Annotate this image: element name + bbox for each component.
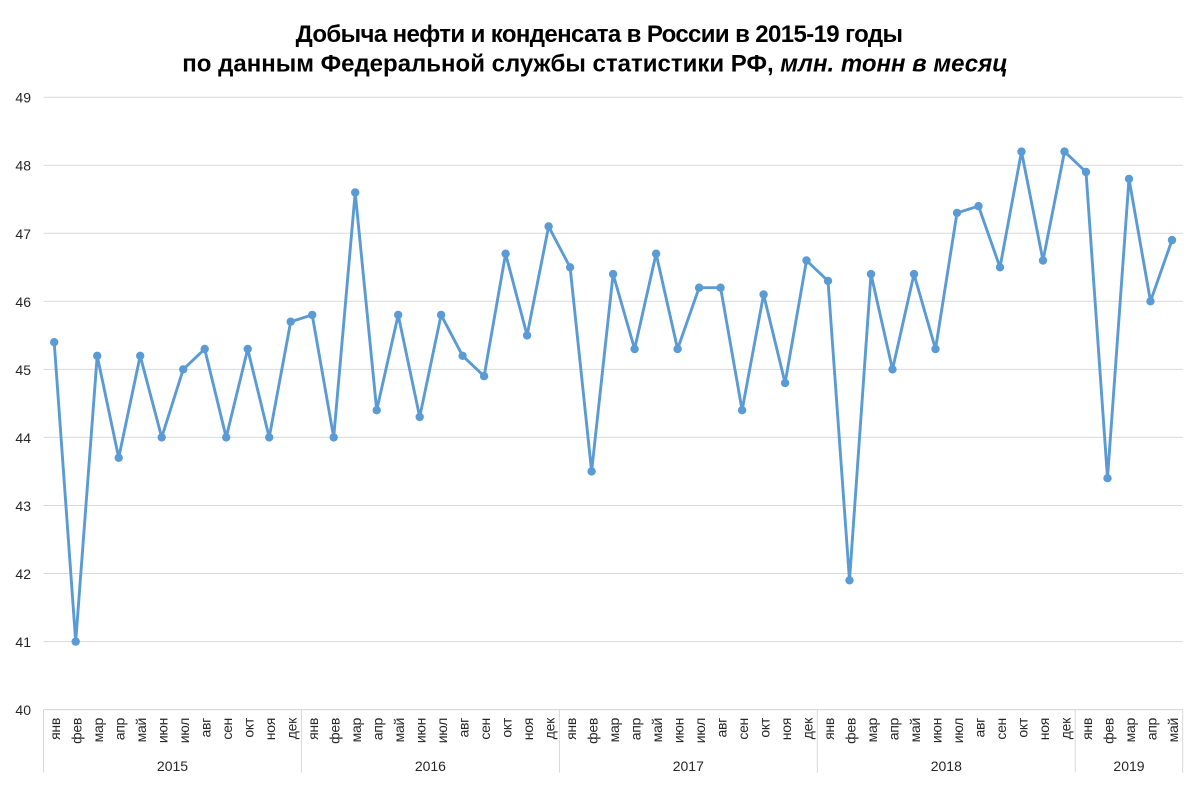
svg-text:дек: дек bbox=[1058, 717, 1074, 739]
svg-text:ноя: ноя bbox=[520, 718, 536, 740]
svg-text:апр: апр bbox=[886, 717, 902, 740]
svg-text:41: 41 bbox=[15, 634, 31, 650]
svg-text:мар: мар bbox=[90, 718, 106, 743]
svg-text:сен: сен bbox=[219, 718, 235, 740]
svg-text:июл: июл bbox=[176, 718, 192, 743]
svg-text:май: май bbox=[649, 718, 665, 742]
svg-text:фев: фев bbox=[69, 718, 85, 744]
svg-text:сен: сен bbox=[477, 718, 493, 740]
svg-text:апр: апр bbox=[628, 717, 644, 740]
svg-text:окт: окт bbox=[241, 717, 257, 737]
svg-text:окт: окт bbox=[499, 717, 515, 737]
svg-text:апр: апр bbox=[1144, 717, 1160, 740]
svg-text:48: 48 bbox=[15, 158, 31, 174]
svg-text:июл: июл bbox=[692, 718, 708, 743]
svg-text:янв: янв bbox=[47, 718, 63, 740]
svg-text:мар: мар bbox=[348, 718, 364, 743]
svg-text:2018: 2018 bbox=[931, 758, 962, 774]
svg-text:дек: дек bbox=[284, 717, 300, 739]
svg-text:авг: авг bbox=[714, 718, 730, 738]
svg-text:июн: июн bbox=[929, 718, 945, 743]
svg-text:окт: окт bbox=[757, 717, 773, 737]
svg-text:сен: сен bbox=[735, 718, 751, 740]
svg-text:44: 44 bbox=[15, 430, 31, 446]
svg-text:июн: июн bbox=[413, 718, 429, 743]
svg-text:янв: янв bbox=[1079, 718, 1095, 740]
svg-text:янв: янв bbox=[563, 718, 579, 740]
svg-text:июн: июн bbox=[671, 718, 687, 743]
svg-text:май: май bbox=[133, 718, 149, 742]
svg-text:дек: дек bbox=[542, 717, 558, 739]
svg-text:фев: фев bbox=[1101, 718, 1117, 744]
svg-text:фев: фев bbox=[585, 718, 601, 744]
svg-text:по данным Федеральной службы с: по данным Федеральной службы статистики … bbox=[182, 51, 1007, 78]
svg-text:ноя: ноя bbox=[778, 718, 794, 740]
svg-text:43: 43 bbox=[15, 498, 31, 514]
svg-text:дек: дек bbox=[800, 717, 816, 739]
svg-text:мар: мар bbox=[606, 718, 622, 743]
svg-text:49: 49 bbox=[15, 90, 31, 106]
svg-text:июл: июл bbox=[434, 718, 450, 743]
svg-text:авг: авг bbox=[198, 718, 214, 738]
svg-text:2016: 2016 bbox=[415, 758, 446, 774]
svg-text:45: 45 bbox=[15, 362, 31, 378]
svg-text:сен: сен bbox=[993, 718, 1009, 740]
svg-text:окт: окт bbox=[1015, 717, 1031, 737]
svg-text:янв: янв bbox=[305, 718, 321, 740]
svg-text:май: май bbox=[391, 718, 407, 742]
svg-text:Добыча нефти и конденсата в Ро: Добыча нефти и конденсата в России в 201… bbox=[296, 21, 903, 48]
svg-text:2015: 2015 bbox=[157, 758, 188, 774]
svg-text:ноя: ноя bbox=[1036, 718, 1052, 740]
svg-text:42: 42 bbox=[15, 566, 31, 582]
svg-text:июн: июн bbox=[155, 718, 171, 743]
svg-text:май: май bbox=[1165, 718, 1181, 742]
svg-text:47: 47 bbox=[15, 226, 31, 242]
svg-text:май: май bbox=[907, 718, 923, 742]
svg-text:мар: мар bbox=[864, 718, 880, 743]
svg-text:мар: мар bbox=[1122, 718, 1138, 743]
svg-text:фев: фев bbox=[327, 718, 343, 744]
svg-text:40: 40 bbox=[15, 702, 31, 718]
svg-text:2019: 2019 bbox=[1113, 758, 1144, 774]
svg-text:ноя: ноя bbox=[262, 718, 278, 740]
svg-text:фев: фев bbox=[843, 718, 859, 744]
svg-text:авг: авг bbox=[972, 718, 988, 738]
svg-text:46: 46 bbox=[15, 294, 31, 310]
svg-text:янв: янв bbox=[821, 718, 837, 740]
svg-text:апр: апр bbox=[112, 717, 128, 740]
svg-text:авг: авг bbox=[456, 718, 472, 738]
svg-text:апр: апр bbox=[370, 717, 386, 740]
svg-text:2017: 2017 bbox=[673, 758, 704, 774]
svg-text:июл: июл bbox=[950, 718, 966, 743]
